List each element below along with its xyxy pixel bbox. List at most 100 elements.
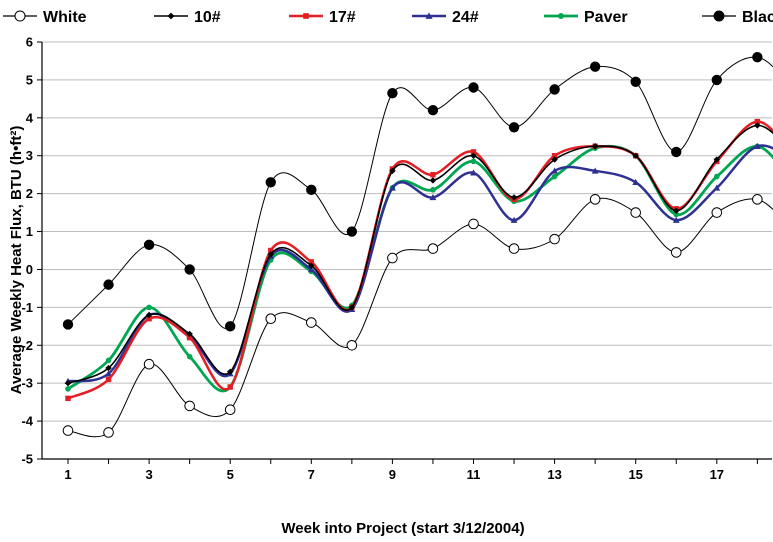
data-point-paver — [105, 357, 112, 364]
x-tick-labels: 1357911131517192123252729313335 — [64, 467, 724, 482]
y-tick-label: -4 — [21, 414, 33, 429]
data-point-10 — [713, 156, 720, 163]
y-tick-label: 6 — [26, 35, 33, 50]
data-point-10 — [591, 143, 599, 150]
data-point-24 — [105, 370, 112, 377]
series-black — [62, 51, 773, 332]
data-point-black — [630, 76, 641, 88]
x-tick-label: 1 — [64, 467, 71, 482]
data-point-white — [549, 233, 560, 245]
data-point-black — [184, 264, 195, 275]
data-point-white — [224, 404, 236, 416]
data-point-24 — [389, 184, 396, 191]
data-point-white — [711, 207, 723, 218]
data-point-10 — [673, 207, 680, 214]
data-point-24 — [307, 266, 315, 273]
y-tick-label: -2 — [21, 338, 33, 353]
data-point-24 — [672, 216, 680, 223]
y-tick-label: 1 — [26, 224, 33, 239]
data-point-17 — [430, 171, 436, 178]
legend-label-white: White — [43, 9, 87, 26]
x-tick-label: 15 — [628, 467, 642, 482]
legend-label-10: 10# — [194, 9, 221, 26]
data-point-white — [143, 358, 155, 370]
data-point-17 — [186, 334, 193, 341]
axes — [37, 41, 772, 464]
data-point-white — [589, 194, 601, 205]
series-layer — [62, 51, 773, 438]
y-tick-label: 5 — [26, 72, 33, 87]
data-point-paver — [551, 173, 558, 180]
x-tick-label: 9 — [389, 467, 396, 482]
data-point-black — [711, 74, 723, 86]
data-point-black — [306, 184, 317, 196]
data-point-24 — [753, 142, 761, 149]
data-point-10 — [348, 304, 356, 311]
data-point-paver — [186, 353, 193, 360]
data-point-24 — [510, 216, 518, 223]
data-point-10 — [227, 368, 234, 376]
data-point-black — [62, 319, 74, 330]
series-line-24 — [66, 144, 773, 383]
data-point-10 — [429, 177, 437, 184]
data-point-10 — [267, 251, 274, 258]
legend: White 10# 17# 24# Paver Black — [3, 9, 773, 26]
data-point-10 — [510, 194, 518, 201]
data-point-white — [306, 317, 317, 328]
data-point-10 — [754, 122, 761, 129]
data-point-white — [468, 218, 479, 230]
data-point-17 — [470, 149, 477, 155]
data-point-black — [752, 51, 763, 63]
data-point-white — [346, 339, 358, 351]
data-point-24 — [713, 184, 721, 191]
data-point-paver — [470, 158, 477, 165]
legend-item-10: 10# — [154, 9, 221, 26]
series-line-10 — [67, 124, 773, 384]
data-point-black — [671, 146, 682, 158]
x-axis-label: Week into Project (start 3/12/2004) — [281, 520, 524, 537]
data-point-24 — [591, 167, 599, 174]
series-line-17 — [66, 120, 773, 400]
series-line-paver — [66, 144, 773, 393]
data-point-white — [387, 252, 398, 264]
data-point-paver — [65, 386, 71, 392]
series-paver — [65, 143, 773, 393]
legend-swatch-marker — [14, 10, 26, 22]
legend-label-24: 24# — [452, 9, 479, 26]
data-point-10 — [105, 364, 112, 372]
x-tick-label: 13 — [547, 467, 561, 482]
data-point-17 — [268, 247, 274, 254]
data-point-24 — [470, 169, 477, 176]
data-point-black — [346, 226, 358, 237]
legend-label-17: 17# — [329, 9, 356, 26]
y-tick-label: -1 — [21, 300, 33, 315]
data-point-17 — [308, 259, 314, 265]
y-tick-label: -5 — [21, 452, 33, 467]
data-point-black — [143, 239, 155, 251]
y-tick-labels: -5 -4 -3 -2 -1 0 1 2 3 4 5 6 — [21, 35, 33, 467]
data-point-black — [224, 321, 236, 332]
x-tick-label: 5 — [227, 467, 234, 482]
data-point-17 — [227, 384, 233, 390]
legend-swatch-marker — [167, 12, 175, 20]
y-tick-label: 3 — [26, 148, 33, 163]
x-tick-label: 3 — [145, 467, 152, 482]
legend-item-24: 24# — [412, 9, 479, 26]
data-point-10 — [632, 152, 639, 159]
legend-label-paver: Paver — [584, 9, 628, 26]
data-point-10 — [551, 156, 558, 163]
data-point-paver — [714, 173, 720, 180]
legend-swatch-marker — [303, 13, 309, 19]
y-axis-label: Average Weekly Heat Flux, BTU (h•ft²) — [8, 126, 25, 395]
x-tick-label: 17 — [710, 467, 724, 482]
legend-item-black: Black — [702, 9, 773, 26]
data-point-white — [670, 247, 682, 258]
data-point-black — [427, 105, 439, 116]
data-point-black — [265, 177, 276, 188]
data-point-white — [630, 207, 642, 218]
legend-item-white: White — [3, 9, 87, 26]
data-point-paver — [673, 211, 680, 218]
horizontal-gridlines — [42, 41, 772, 422]
data-point-black — [387, 87, 398, 99]
data-point-white — [752, 194, 763, 205]
